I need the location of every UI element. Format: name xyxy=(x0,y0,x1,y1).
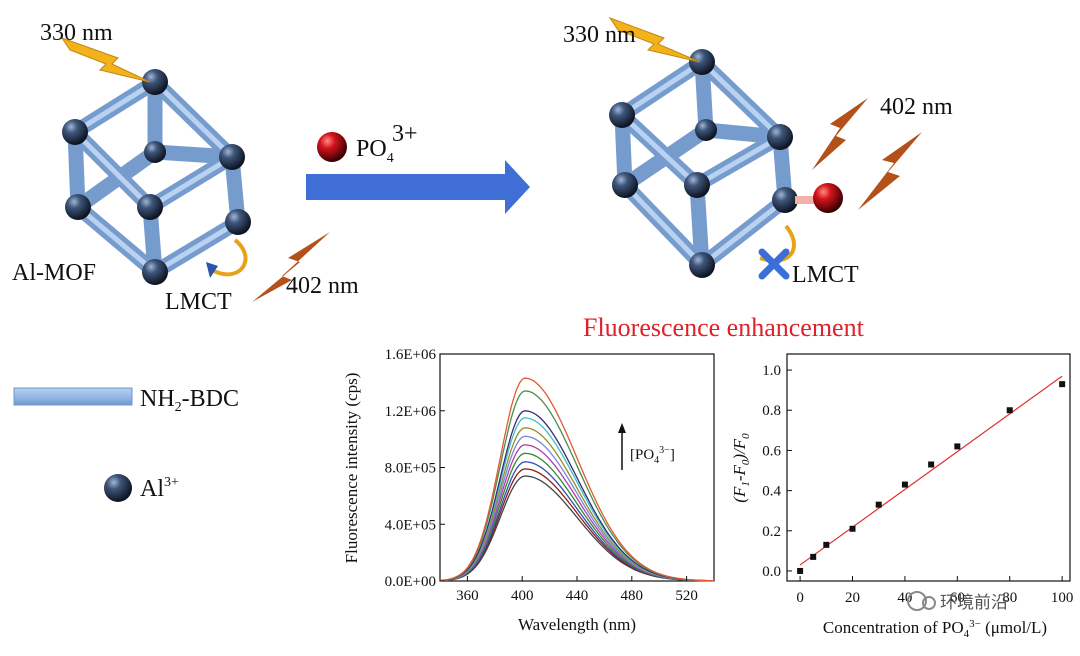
legend-linker-rod xyxy=(13,387,133,406)
label-lmct-left: LMCT xyxy=(165,289,232,315)
spectrum-series-11 xyxy=(439,377,714,582)
calibration-x-ticks: 0 20 40 60 80 100 xyxy=(796,576,1073,606)
al-mof-cube-left xyxy=(62,69,251,285)
label-analyte: PO4 xyxy=(356,136,394,166)
calibration-y-tick-label: 0.6 xyxy=(762,443,781,459)
calibration-point xyxy=(954,443,961,450)
calibration-point xyxy=(875,501,882,508)
legend-metal-label: Al3+ xyxy=(140,475,179,502)
spectrum-series-3 xyxy=(439,461,714,582)
calibration-x-axis-title: Concentration of PO43− (μmol/L) xyxy=(823,618,1047,640)
spectra-y-tick-label: 0.0E+00 xyxy=(385,574,436,590)
calibration-point xyxy=(810,553,817,560)
calibration-fit-line xyxy=(799,375,1063,566)
watermark-text: 环境前沿 xyxy=(940,593,1008,613)
calibration-point xyxy=(797,567,804,574)
emission-bolt-left-icon xyxy=(252,232,330,302)
label-330nm-left: 330 nm xyxy=(40,20,113,46)
phosphate-ball-icon xyxy=(317,132,347,162)
calibration-plot-frame xyxy=(786,353,1071,582)
calibration-x-tick-label: 100 xyxy=(1051,590,1074,606)
bound-phosphate-ball-icon xyxy=(813,183,843,213)
calibration-point xyxy=(928,461,935,468)
calibration-x-tick-label: 40 xyxy=(897,590,912,606)
calibration-y-tick-label: 0.2 xyxy=(762,524,781,540)
spectra-x-ticks: 360 400 440 480 520 xyxy=(456,576,698,604)
spectra-y-tick-label: 1.6E+06 xyxy=(385,347,437,363)
headline-fluorescence-enhancement: Fluorescence enhancement xyxy=(583,313,865,342)
legend-linker-label: NH2-BDC xyxy=(140,386,239,415)
emission-spectra-chart: 360 400 440 480 520 0.0E+00 4.0E+05 8.0E+05 1.2… xyxy=(342,347,715,634)
uv-bolt-left-icon xyxy=(60,37,151,83)
spectra-y-tick-label: 1.2E+06 xyxy=(385,404,437,420)
spectra-y-axis-title: Fluorescence intensity (cps) xyxy=(342,373,361,564)
watermark-logo-icon xyxy=(907,591,927,611)
calibration-x-tick-label: 0 xyxy=(796,590,804,606)
calibration-point xyxy=(823,541,830,548)
legend: NH2-BDC Al3+ xyxy=(13,386,239,502)
uv-bolt-right-icon xyxy=(608,16,701,63)
calibration-x-tick-label: 60 xyxy=(950,590,965,606)
spectra-increase-arrowhead xyxy=(618,423,626,433)
spectra-x-tick-label: 520 xyxy=(675,588,698,604)
spectra-x-tick-label: 400 xyxy=(511,588,534,604)
spectrum-series-1 xyxy=(439,475,715,582)
calibration-x-tick-label: 20 xyxy=(845,590,860,606)
reaction-arrow xyxy=(306,160,530,214)
calibration-point xyxy=(901,481,908,488)
calibration-y-tick-label: 0.8 xyxy=(762,403,781,419)
calibration-y-axis-title: (F1-F0)/F0 xyxy=(730,433,752,503)
calibration-y-tick-label: 0.4 xyxy=(762,484,781,500)
al-mof-cube-right xyxy=(609,49,798,278)
emission-bolt-right-upper-icon xyxy=(812,98,868,170)
spectra-y-ticks: 0.0E+00 4.0E+05 8.0E+05 1.2E+06 1.6E+06 xyxy=(385,347,445,590)
calibration-point xyxy=(1059,381,1066,388)
calibration-fit-group xyxy=(799,375,1063,566)
spectra-y-tick-label: 8.0E+05 xyxy=(385,461,436,477)
spectra-annotation: [PO43−] xyxy=(630,445,675,466)
label-lmct-right: LMCT xyxy=(792,262,859,288)
label-analyte-charge: 3+ xyxy=(392,121,418,147)
spectrum-series-2 xyxy=(439,468,714,582)
label-402nm-left: 402 nm xyxy=(286,273,359,299)
watermark: 环境前沿 xyxy=(907,591,1008,613)
calibration-point xyxy=(1006,407,1013,414)
spectra-y-tick-label: 4.0E+05 xyxy=(385,517,436,533)
calibration-chart: 0 20 40 60 80 100 0.0 0.2 0.4 0.6 0.8 1.0 Concentr… xyxy=(730,353,1073,640)
spectra-x-axis-title: Wavelength (nm) xyxy=(518,615,636,634)
calibration-point xyxy=(849,525,856,532)
calibration-x-tick-label: 80 xyxy=(1002,590,1017,606)
calibration-y-tick-label: 0.0 xyxy=(762,564,781,580)
spectra-series-group xyxy=(439,377,715,582)
emission-bolt-right-lower-icon xyxy=(858,132,922,210)
calibration-y-ticks: 0.0 0.2 0.4 0.6 0.8 1.0 xyxy=(762,363,792,580)
blocked-x-icon xyxy=(758,248,790,280)
calibration-points-group xyxy=(797,381,1066,574)
lmct-curve-arrow-left-icon xyxy=(211,238,248,277)
legend-metal-node-icon xyxy=(104,474,132,502)
label-al-mof: Al-MOF xyxy=(12,260,96,286)
spectra-x-tick-label: 440 xyxy=(566,588,589,604)
label-330nm-right: 330 nm xyxy=(563,22,636,48)
label-402nm-right: 402 nm xyxy=(880,94,953,120)
calibration-y-tick-label: 1.0 xyxy=(762,363,781,379)
spectra-x-tick-label: 480 xyxy=(621,588,644,604)
spectra-x-tick-label: 360 xyxy=(456,588,479,604)
